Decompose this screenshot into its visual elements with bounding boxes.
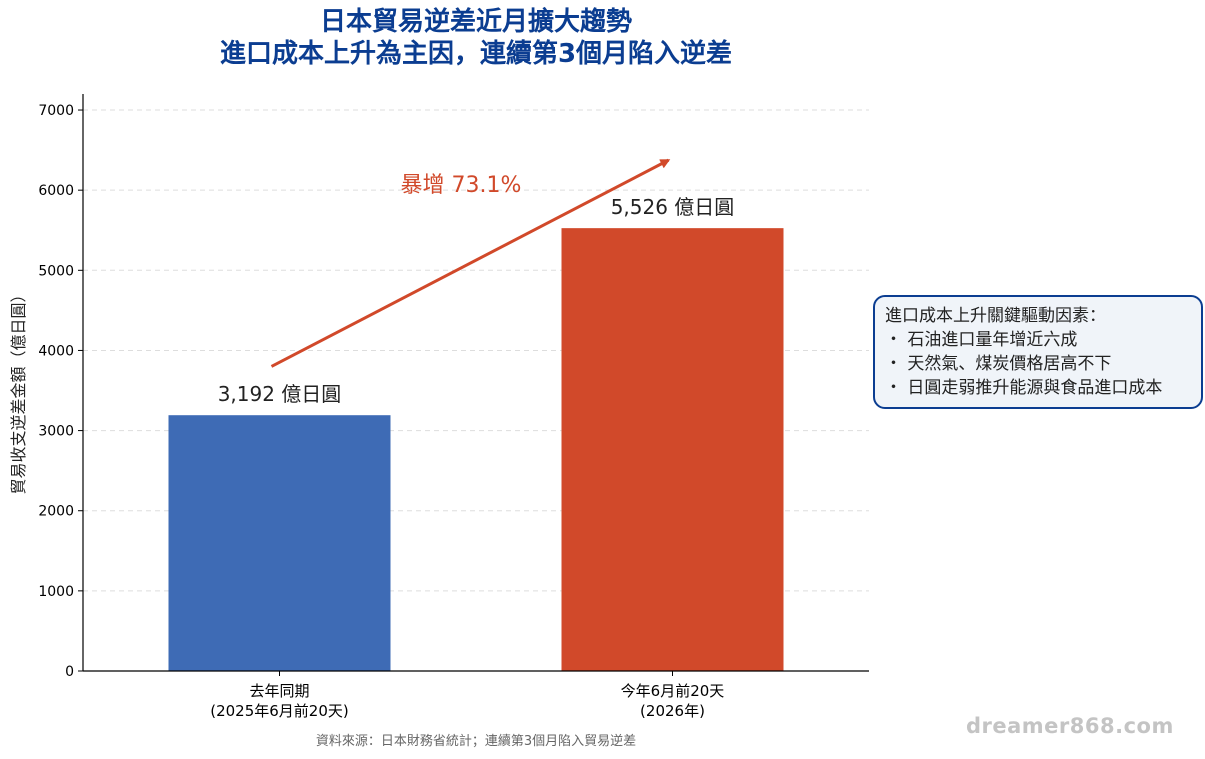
bar-chart: 0 1000 2000 3000 4000 5000 6000 7000 3,192 億日圓 5,… [9,94,869,720]
bar [168,415,391,671]
info-box-item: 石油進口量年增近六成 [885,328,1191,352]
bar [561,228,784,671]
y-tick-label: 0 [65,664,74,680]
y-tick-label: 3000 [38,424,74,440]
bar-value-label: 3,192 億日圓 [218,382,342,406]
x-tick-label: 去年同期 [249,682,309,700]
y-tick-label: 6000 [38,183,74,199]
chart-title-line2: 進口成本上升為主因，連續第3個月陷入逆差 [219,39,733,69]
source-note: 資料來源：日本財務省統計；連續第3個月陷入貿易逆差 [315,734,637,749]
drivers-info-box: 進口成本上升關鍵驅動因素： 石油進口量年增近六成 天然氣、煤炭價格居高不下 日圓… [873,295,1203,409]
info-box-item: 日圓走弱推升能源與食品進口成本 [885,376,1191,400]
x-tick-label: 今年6月前20天 [621,682,725,700]
y-axis-label: 貿易收支逆差金額（億日圓） [9,286,28,494]
y-tick-label: 5000 [38,263,74,279]
y-tick-label: 7000 [38,103,74,119]
growth-arrow [270,158,671,368]
watermark: dreamer868.com [966,714,1174,738]
chart-title-line1: 日本貿易逆差近月擴大趨勢 [319,7,632,37]
info-box-heading: 進口成本上升關鍵驅動因素： [885,306,1106,326]
y-tick-label: 4000 [38,343,74,359]
x-tick-label: (2025年6月前20天) [210,702,349,720]
bar-value-label: 5,526 億日圓 [611,195,735,219]
x-tick-label: (2026年) [640,702,705,720]
y-tick-label: 2000 [38,504,74,520]
growth-percent-label: 暴增 73.1% [401,173,522,198]
y-tick-label: 1000 [38,584,74,600]
info-box-item: 天然氣、煤炭價格居高不下 [885,352,1191,376]
